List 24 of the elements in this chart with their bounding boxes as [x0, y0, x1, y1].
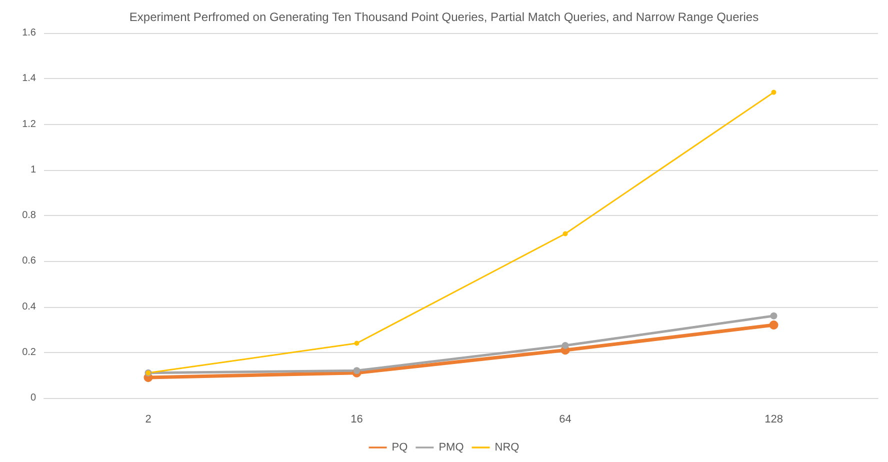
legend-label: PQ: [392, 442, 408, 454]
point: [769, 320, 778, 330]
chart-title: Experiment Perfromed on Generating Ten Thousand Point Queries, Partial Match Queries, and Narrow Range Queries: [129, 10, 759, 24]
point: [353, 367, 360, 374]
y-tick-label: 1: [30, 164, 36, 176]
legend-label: NRQ: [494, 442, 520, 454]
x-tick-label: 2: [145, 414, 152, 426]
y-tick-label: 0.6: [22, 256, 36, 267]
y-tick-label: 0.4: [22, 301, 36, 312]
y-tick-label: 1.2: [22, 118, 36, 130]
point: [354, 340, 360, 346]
y-tick-label: 0: [30, 392, 36, 404]
point: [770, 312, 778, 320]
y-tick-label: 0.2: [22, 346, 36, 358]
x-tick-label: 16: [350, 414, 363, 426]
point: [771, 90, 776, 95]
point: [562, 231, 568, 236]
legend-label: PMQ: [438, 442, 464, 454]
x-tick-label: 64: [559, 414, 572, 426]
y-tick-label: 0.8: [22, 210, 36, 221]
point: [562, 342, 569, 350]
y-tick-label: 1.4: [22, 73, 36, 84]
y-tick-label: 1.6: [22, 28, 36, 38]
x-tick-label: 128: [764, 414, 783, 426]
